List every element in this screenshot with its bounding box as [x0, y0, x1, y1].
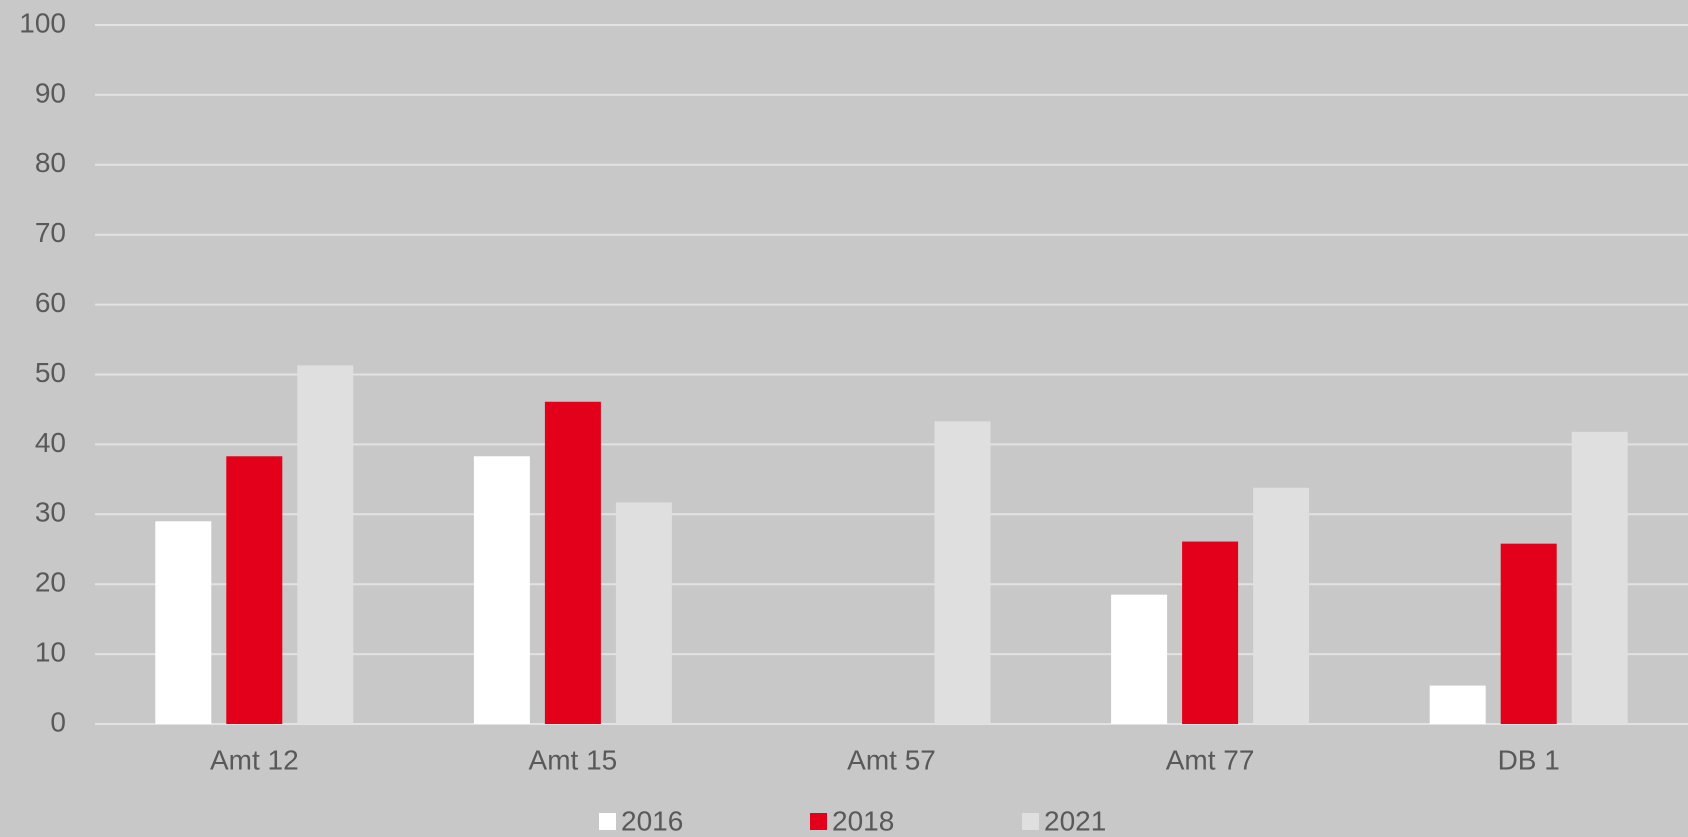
y-tick-label: 10 — [35, 636, 66, 667]
bar — [297, 365, 354, 724]
legend-swatch — [599, 813, 616, 830]
x-tick-label: DB 1 — [1498, 744, 1560, 775]
bar — [1429, 685, 1486, 724]
y-tick-label: 50 — [35, 357, 66, 388]
y-tick-label: 90 — [35, 77, 66, 108]
y-tick-label: 40 — [35, 427, 66, 458]
bar — [1111, 594, 1168, 724]
bar — [1571, 431, 1628, 724]
legend-swatch — [1022, 813, 1039, 830]
y-tick-label: 80 — [35, 147, 66, 178]
bar — [1500, 543, 1557, 724]
x-tick-label: Amt 57 — [847, 744, 936, 775]
y-tick-label: 30 — [35, 497, 66, 528]
legend-label: 2021 — [1044, 805, 1106, 836]
bar — [473, 456, 530, 724]
y-tick-label: 60 — [35, 287, 66, 318]
x-tick-label: Amt 12 — [210, 744, 299, 775]
y-tick-label: 100 — [19, 7, 66, 38]
y-tick-label: 0 — [50, 706, 66, 737]
bar — [1253, 487, 1310, 724]
y-tick-label: 70 — [35, 217, 66, 248]
bar — [155, 521, 212, 724]
bar — [544, 401, 601, 724]
bar — [934, 421, 991, 724]
bar — [615, 502, 672, 724]
y-tick-label: 20 — [35, 567, 66, 598]
x-tick-label: Amt 77 — [1166, 744, 1255, 775]
legend-label: 2016 — [621, 805, 683, 836]
legend-swatch — [810, 813, 827, 830]
bar — [226, 456, 283, 724]
legend-label: 2018 — [832, 805, 894, 836]
x-tick-label: Amt 15 — [529, 744, 618, 775]
bar — [1182, 541, 1239, 724]
